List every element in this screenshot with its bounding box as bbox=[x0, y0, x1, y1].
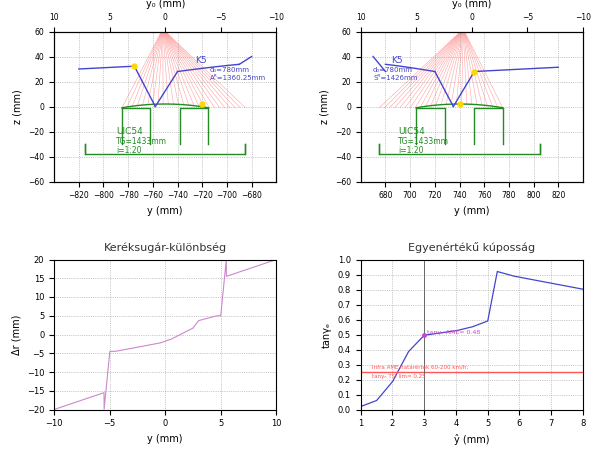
Text: TG=1433mm: TG=1433mm bbox=[116, 137, 167, 146]
X-axis label: y₀ (mm): y₀ (mm) bbox=[145, 0, 185, 9]
Text: Infra AME határérték 60-200 km/h:: Infra AME határérték 60-200 km/h: bbox=[372, 366, 468, 371]
Text: tanγₑ TSI lim= 0.25: tanγₑ TSI lim= 0.25 bbox=[372, 374, 426, 379]
Text: UIC54: UIC54 bbox=[398, 127, 424, 136]
Text: d₀=780mm: d₀=780mm bbox=[373, 67, 413, 72]
X-axis label: y (mm): y (mm) bbox=[147, 434, 183, 444]
Y-axis label: z (mm): z (mm) bbox=[319, 89, 329, 124]
Title: Keréksugár-különbség: Keréksugár-különbség bbox=[103, 243, 227, 253]
Y-axis label: tanγₑ: tanγₑ bbox=[322, 321, 332, 347]
Title: Egyenértékű kúposság: Egyenértékű kúposság bbox=[408, 242, 535, 253]
Y-axis label: z (mm): z (mm) bbox=[13, 89, 23, 124]
Text: K5: K5 bbox=[195, 56, 207, 65]
Text: Aᴿ=1360.25mm: Aᴿ=1360.25mm bbox=[210, 75, 266, 81]
X-axis label: y (mm): y (mm) bbox=[454, 206, 490, 216]
Text: TG=1433mm: TG=1433mm bbox=[398, 137, 449, 146]
X-axis label: y₀ (mm): y₀ (mm) bbox=[452, 0, 492, 9]
X-axis label: ŷ (mm): ŷ (mm) bbox=[454, 434, 490, 445]
Text: K5: K5 bbox=[392, 56, 403, 65]
Y-axis label: Δr (mm): Δr (mm) bbox=[11, 314, 21, 355]
X-axis label: y (mm): y (mm) bbox=[147, 206, 183, 216]
Text: UIC54: UIC54 bbox=[116, 127, 142, 136]
Text: i=1:20: i=1:20 bbox=[116, 146, 141, 155]
Text: tanγₑ AME= 0.48: tanγₑ AME= 0.48 bbox=[427, 330, 481, 335]
Text: i=1:20: i=1:20 bbox=[398, 146, 423, 155]
Text: d₀=780mm: d₀=780mm bbox=[210, 67, 249, 72]
Text: Sᴿ=1426mm: Sᴿ=1426mm bbox=[373, 75, 418, 81]
